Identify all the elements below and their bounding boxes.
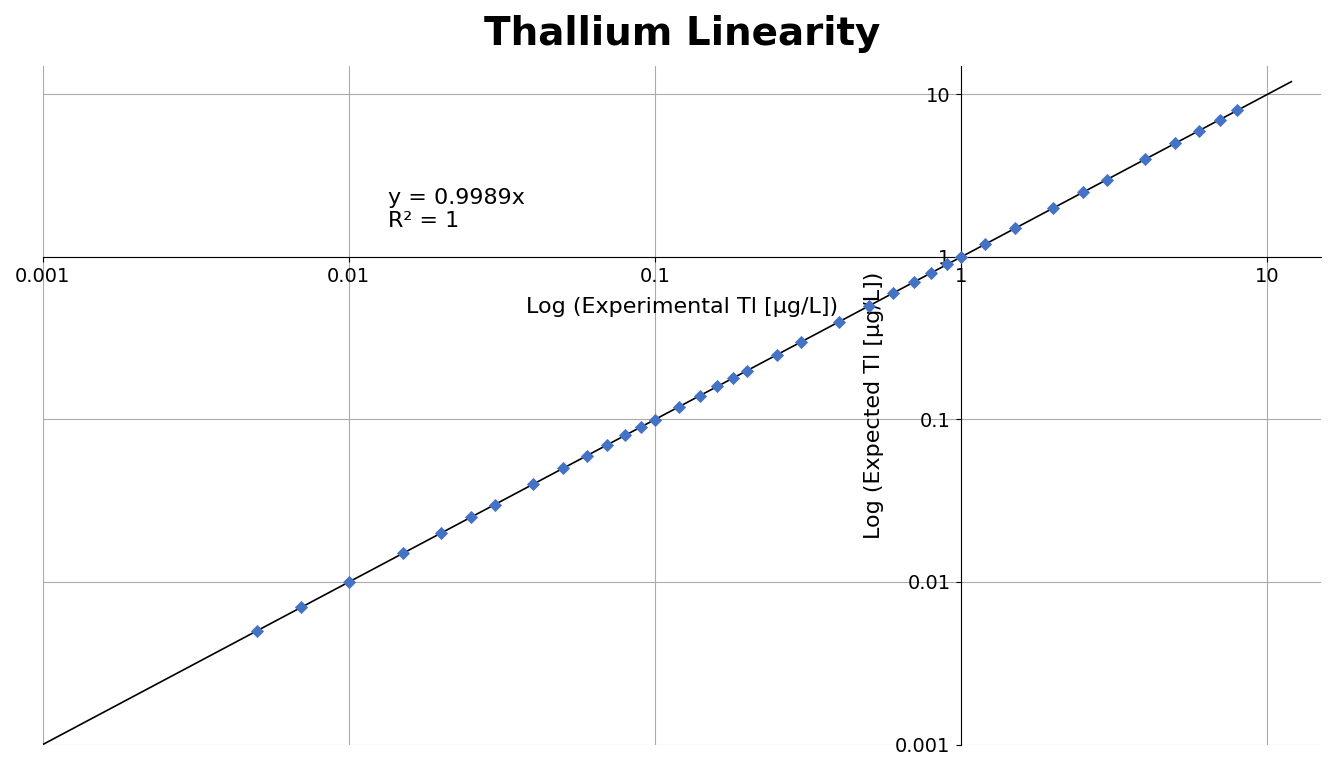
Point	[552, 463, 573, 475]
Point	[766, 348, 787, 361]
Point	[1164, 137, 1185, 150]
Point	[921, 267, 942, 279]
Point	[460, 511, 481, 524]
X-axis label: Log (Experimental Tl [μg/L]): Log (Experimental Tl [μg/L])	[526, 298, 838, 318]
Point	[338, 576, 359, 588]
Point	[430, 527, 452, 539]
Point	[903, 276, 925, 288]
Y-axis label: Log (Expected Tl [μg/L]): Log (Expected Tl [μg/L])	[864, 271, 884, 539]
Point	[1042, 202, 1063, 214]
Point	[246, 625, 267, 637]
Point	[736, 365, 758, 377]
Point	[707, 380, 728, 392]
Point	[882, 287, 903, 299]
Point	[828, 315, 850, 328]
Point	[1134, 153, 1156, 165]
Point	[597, 439, 619, 451]
Point	[1189, 124, 1210, 136]
Point	[858, 300, 879, 312]
Point	[937, 258, 958, 271]
Point	[1209, 113, 1230, 126]
Point	[291, 601, 313, 614]
Point	[1226, 104, 1248, 116]
Point	[615, 429, 636, 442]
Point	[576, 449, 597, 462]
Point	[668, 400, 689, 412]
Point	[1005, 222, 1026, 234]
Point	[484, 498, 505, 510]
Point	[950, 251, 971, 263]
Point	[689, 389, 711, 402]
Point	[1097, 173, 1118, 186]
Point	[1071, 187, 1093, 199]
Point	[391, 547, 413, 560]
Point	[644, 413, 665, 426]
Point	[631, 421, 652, 433]
Text: y = 0.9989x
R² = 1: y = 0.9989x R² = 1	[387, 188, 525, 231]
Title: Thallium Linearity: Thallium Linearity	[484, 15, 880, 53]
Point	[791, 336, 812, 348]
Point	[522, 478, 544, 490]
Point	[723, 372, 744, 384]
Point	[974, 238, 995, 251]
